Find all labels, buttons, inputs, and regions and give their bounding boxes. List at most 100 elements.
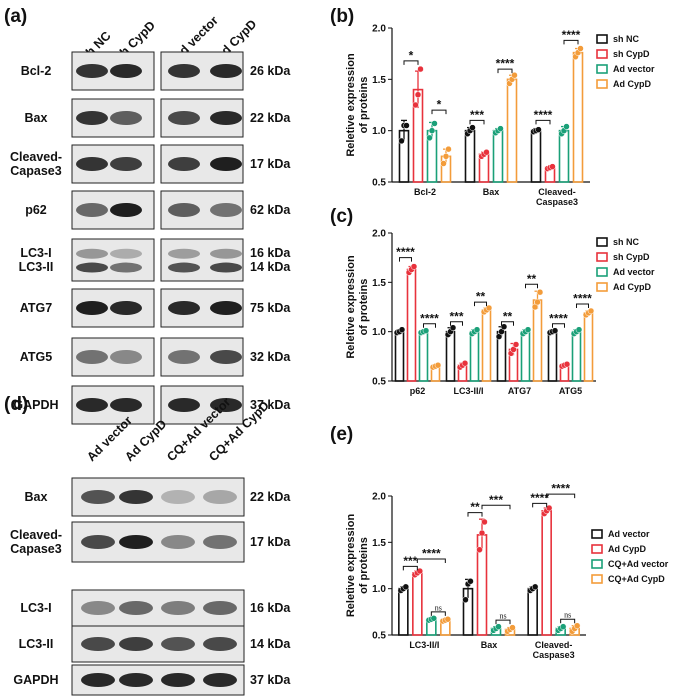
kda-label: 16 kDa 14 kDa [250, 246, 291, 274]
legend-swatch [591, 544, 603, 554]
bar [547, 330, 558, 382]
protein-band [119, 673, 153, 687]
row-label: Bax [25, 490, 48, 504]
legend-label: Ad CypD [608, 544, 647, 554]
significance-bracket [495, 619, 511, 625]
protein-band [168, 350, 200, 364]
significance-bracket [546, 493, 576, 499]
row-label: p62 [25, 203, 47, 217]
protein-band [168, 301, 200, 315]
data-point [549, 163, 556, 170]
bar [506, 78, 518, 183]
significance-label: *** [403, 554, 417, 568]
protein-band [76, 350, 108, 364]
x-category-label: Cleaved-Caspase3 [536, 187, 578, 207]
significance-label: **** [562, 28, 581, 42]
y-tick-label: 2.0 [372, 24, 386, 35]
significance-label: * [409, 48, 414, 62]
significance-label: ns [435, 603, 442, 612]
significance-bracket [416, 558, 446, 564]
protein-band [203, 673, 237, 687]
protein-band [203, 637, 237, 651]
data-point [416, 567, 424, 575]
protein-band [81, 490, 115, 504]
legend-label: Ad vector [613, 64, 655, 74]
legend-label: sh NC [613, 237, 640, 247]
protein-band [76, 248, 108, 259]
bar-chart-panel-c: 0.5 1.0 1.5 2.0 Reletive expressionof protei… [345, 229, 655, 397]
significance-label: **** [530, 491, 549, 505]
significance-label: **** [549, 311, 568, 325]
data-point [524, 326, 532, 333]
protein-band [119, 535, 153, 549]
row-label: LC3-I [20, 601, 51, 615]
protein-band [210, 157, 242, 171]
row-label: LC3-II [19, 637, 54, 651]
data-point [461, 359, 469, 367]
data-point [497, 125, 504, 132]
significance-label: *** [489, 493, 503, 507]
x-category-label: Bax [481, 640, 498, 650]
y-tick-label: 1.0 [372, 584, 386, 595]
blot-frame [160, 238, 244, 282]
data-point [495, 623, 502, 630]
y-axis-title: Reletive expressionof proteins [345, 514, 370, 618]
legend-label: sh CypD [613, 252, 650, 262]
significance-label: **** [396, 245, 415, 259]
bar [520, 330, 531, 382]
kda-label: 32 kDa [250, 350, 291, 364]
kda-label: 62 kDa [250, 203, 291, 217]
protein-band [81, 637, 115, 651]
data-point [575, 326, 583, 333]
data-point [573, 622, 581, 629]
protein-band [168, 398, 200, 412]
protein-band [110, 398, 142, 412]
protein-band [168, 111, 200, 125]
bar [481, 309, 492, 382]
protein-band [203, 601, 237, 615]
protein-band [81, 601, 115, 615]
protein-band [210, 64, 242, 78]
legend-swatch [591, 529, 603, 539]
protein-band [76, 203, 108, 217]
data-point [431, 120, 438, 127]
protein-band [203, 490, 237, 504]
data-point [398, 326, 406, 333]
kda-label: 17 kDa [250, 535, 291, 549]
y-axis-title: Reletive expressionof proteins [345, 255, 370, 359]
significance-bracket [469, 119, 485, 125]
data-point [545, 504, 553, 512]
protein-band [81, 535, 115, 549]
significance-bracket [450, 321, 463, 326]
y-tick-label: 0.5 [372, 631, 386, 642]
data-point [422, 327, 430, 334]
data-point [478, 529, 486, 537]
data-point [509, 624, 516, 631]
data-point [535, 126, 542, 133]
protein-band [168, 64, 200, 78]
x-category-label: Cleaved-Caspase3 [533, 640, 575, 660]
bar [572, 51, 584, 183]
panel-c-label: (c) [330, 206, 353, 227]
data-point [500, 323, 508, 330]
significance-bracket [563, 39, 579, 45]
row-label: Bax [25, 111, 48, 125]
legend-swatch [596, 49, 608, 59]
significance-bracket [403, 60, 419, 65]
x-category-label: ATG7 [508, 386, 531, 396]
significance-bracket [431, 109, 447, 115]
data-point [467, 578, 474, 585]
data-point [512, 341, 520, 348]
data-point [428, 127, 436, 134]
protein-band [110, 203, 142, 217]
significance-label: **** [551, 482, 570, 496]
row-label: ATG7 [20, 301, 52, 315]
data-point [485, 304, 493, 312]
y-tick-label: 0.5 [372, 178, 386, 189]
y-tick-label: 1.5 [372, 75, 386, 86]
legend-swatch [596, 64, 608, 74]
significance-label: ns [564, 611, 571, 620]
protein-band [76, 262, 108, 273]
data-point [511, 71, 518, 79]
